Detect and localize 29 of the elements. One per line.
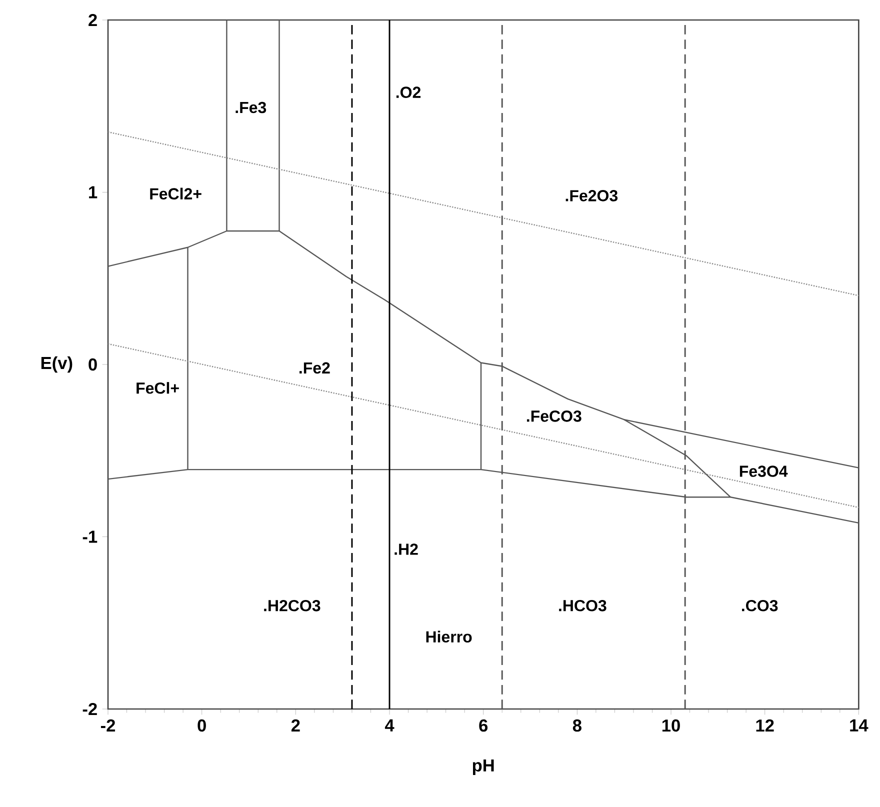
annotation: Hierro bbox=[426, 630, 472, 643]
x-tick-label: 12 bbox=[756, 719, 774, 732]
x-tick-label: 4 bbox=[384, 719, 394, 732]
annotation: .FeCO3 bbox=[526, 410, 582, 422]
x-tick-label: -2 bbox=[100, 719, 116, 732]
x-axis-title: pH bbox=[472, 760, 494, 776]
annotation: .HCO3 bbox=[559, 600, 606, 612]
annotation: FeCl+ bbox=[136, 382, 179, 394]
x-tick-label: 8 bbox=[572, 719, 582, 732]
y-tick-label: -2 bbox=[82, 702, 97, 716]
annotation: .O2 bbox=[396, 86, 421, 98]
x-tick-label: 0 bbox=[198, 719, 206, 732]
annotation: .Fe2O3 bbox=[566, 190, 618, 202]
annotation: .H2 bbox=[394, 544, 418, 555]
annotation: .CO3 bbox=[742, 600, 778, 612]
y-tick-label: 2 bbox=[88, 14, 97, 26]
x-tick-label: 10 bbox=[662, 719, 680, 732]
annotation: .Fe3 bbox=[236, 102, 266, 114]
y-tick-label: 0 bbox=[88, 358, 97, 371]
x-tick-label: 6 bbox=[479, 719, 488, 732]
annotation: .Fe2 bbox=[300, 362, 330, 374]
y-tick-label: 1 bbox=[89, 186, 98, 198]
annotation: FeCl2+ bbox=[150, 188, 202, 200]
annotation: .H2CO3 bbox=[264, 600, 320, 612]
x-tick-label: 14 bbox=[850, 719, 868, 732]
y-axis-title: E(v) bbox=[41, 356, 72, 373]
y-tick-label: -1 bbox=[82, 530, 98, 543]
x-tick-label: 2 bbox=[291, 719, 300, 732]
annotation: Fe3O4 bbox=[740, 466, 788, 477]
